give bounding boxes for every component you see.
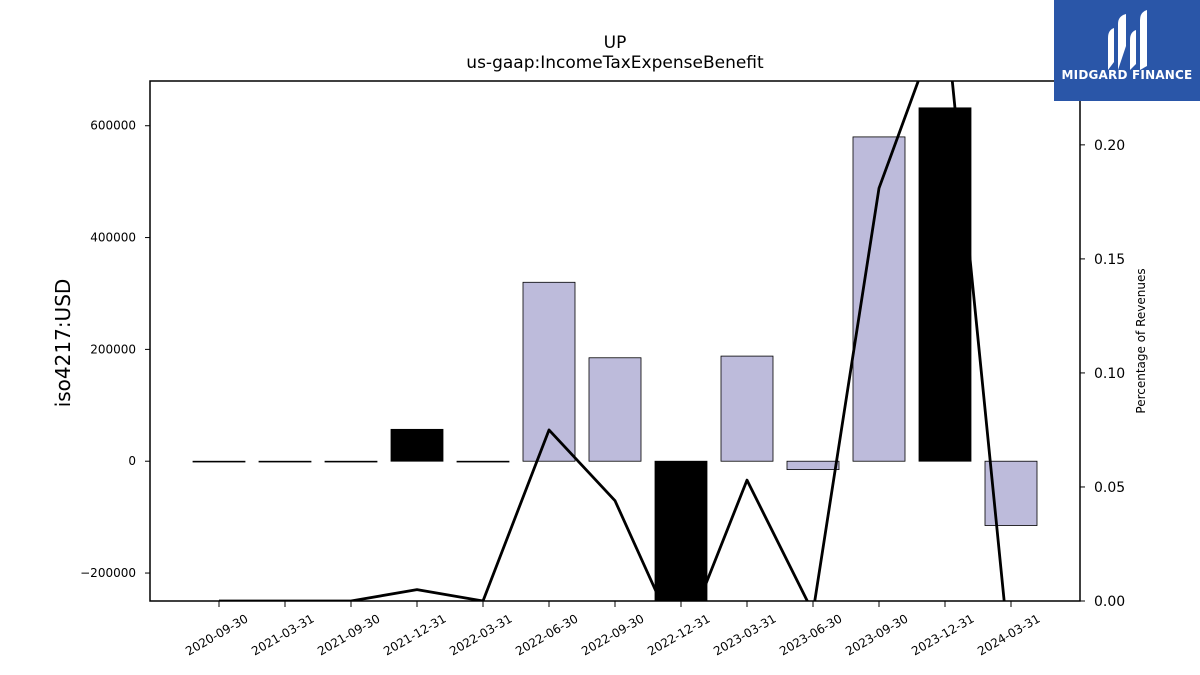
brand-logo: MIDGARD FINANCE [1054, 0, 1200, 101]
y-axis-label: iso4217:USD [51, 279, 75, 408]
bar [456, 460, 510, 463]
x-tick-label: 2021-12-31 [381, 611, 448, 658]
x-axis: 2020-09-302021-03-312021-09-302021-12-31… [183, 601, 1043, 658]
y-tick-label: 600000 [90, 119, 136, 133]
x-tick-label: 2022-03-31 [447, 611, 514, 658]
bar [654, 460, 708, 601]
bar-series [192, 107, 1038, 601]
x-tick-label: 2021-09-30 [315, 611, 382, 658]
brand-name: MIDGARD FINANCE [1061, 68, 1193, 82]
x-tick-label: 2020-09-30 [183, 611, 250, 658]
bar [258, 460, 312, 463]
x-tick-label: 2022-06-30 [513, 611, 580, 658]
bar [522, 281, 576, 462]
y-axis: −200000 0 200000 400000 600000 [80, 119, 150, 580]
y2-axis-label: Percentage of Revenues [1134, 268, 1148, 413]
bar [324, 460, 378, 463]
bar [192, 460, 246, 463]
bar [588, 357, 642, 462]
y2-tick-label: 0.00 [1094, 594, 1125, 610]
chart-title: UP [604, 33, 627, 53]
bar [786, 460, 840, 471]
x-tick-label: 2023-06-30 [777, 611, 844, 658]
bar [918, 107, 972, 462]
y2-axis: 0.00 0.05 0.10 0.15 0.20 [1080, 138, 1125, 610]
x-tick-label: 2022-09-30 [579, 611, 646, 658]
bar [390, 428, 444, 462]
logo-mark-icon [1108, 10, 1147, 70]
x-tick-label: 2023-12-31 [909, 611, 976, 658]
y2-tick-label: 0.15 [1094, 252, 1125, 268]
y2-tick-label: 0.10 [1094, 366, 1125, 382]
x-tick-label: 2023-03-31 [711, 611, 778, 658]
x-tick-label: 2021-03-31 [249, 611, 316, 658]
y-tick-label: 400000 [90, 231, 136, 245]
chart-subtitle: us-gaap:IncomeTaxExpenseBenefit [466, 53, 764, 73]
x-tick-label: 2022-12-31 [645, 611, 712, 658]
y-tick-label: 0 [128, 454, 136, 468]
x-tick-label: 2023-09-30 [843, 611, 910, 658]
y-tick-label: 200000 [90, 342, 136, 356]
x-tick-label: 2024-03-31 [975, 611, 1042, 658]
y-tick-label: −200000 [80, 566, 136, 580]
y2-tick-label: 0.20 [1094, 138, 1125, 154]
bar [720, 355, 774, 462]
y2-tick-label: 0.05 [1094, 480, 1125, 496]
